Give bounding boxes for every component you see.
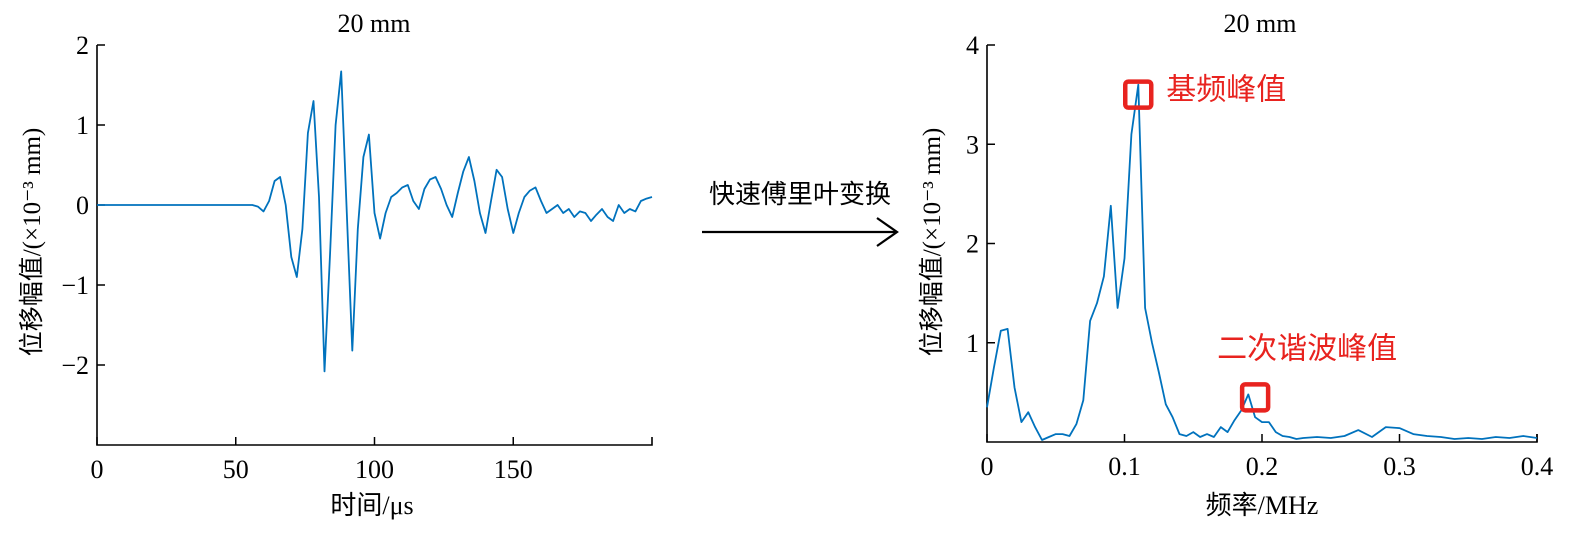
axes-frame: [96, 45, 653, 446]
x-tick-label: 0.1: [1108, 452, 1141, 481]
arrow-label: 快速傅里叶变换: [709, 180, 891, 209]
y-tick-label: 0: [76, 191, 89, 220]
x-tick-label: 0.3: [1383, 452, 1416, 481]
x-tick-label: 0: [981, 452, 994, 481]
annotation-label: 基频峰值: [1166, 74, 1286, 107]
series-line: [97, 70, 653, 373]
y-tick-label: 2: [966, 230, 979, 259]
arrow-head: [876, 217, 899, 247]
x-tick-label: 0: [91, 455, 104, 484]
annotation-marker: [1123, 79, 1154, 110]
x-tick-label: 0.4: [1521, 452, 1554, 481]
y-tick-label: 3: [966, 130, 979, 159]
y-tick-label: 2: [76, 31, 89, 60]
transform-arrow: 快速傅里叶变换: [702, 180, 899, 247]
tick-layer: 0 50 100 150 −2 −1 0 1 2: [61, 31, 532, 484]
x-tick-label: 0.2: [1246, 452, 1279, 481]
y-axis-label: 位移幅值/(×10⁻³ mm): [18, 128, 46, 357]
series-line: [986, 83, 1538, 441]
x-tick-label: 100: [355, 455, 394, 484]
annotation-label: 二次谐波峰值: [1217, 332, 1397, 365]
x-axis-label: 频率/MHz: [1206, 491, 1319, 520]
y-tick-label: −2: [61, 351, 89, 380]
x-axis-label: 时间/μs: [330, 491, 413, 520]
chart-title: 20 mm: [338, 9, 411, 38]
x-tick-label: 50: [223, 455, 249, 484]
y-tick-label: −1: [61, 271, 89, 300]
chart-title: 20 mm: [1224, 9, 1297, 38]
y-axis-label: 位移幅值/(×10⁻³ mm): [918, 128, 946, 357]
annotation-marker: [1239, 382, 1271, 413]
time-domain-chart: 20 mm 0 50 100 150 −2 −1 0 1 2 时间/μs 位移幅值/(×10⁻³…: [18, 9, 653, 520]
y-tick-label: 4: [966, 31, 979, 60]
tick-layer: 0 0.1 0.2 0.3 0.4 1 2 3 4: [966, 31, 1553, 481]
y-tick-label: 1: [966, 329, 979, 358]
y-tick-label: 1: [76, 111, 89, 140]
x-tick-label: 150: [494, 455, 533, 484]
